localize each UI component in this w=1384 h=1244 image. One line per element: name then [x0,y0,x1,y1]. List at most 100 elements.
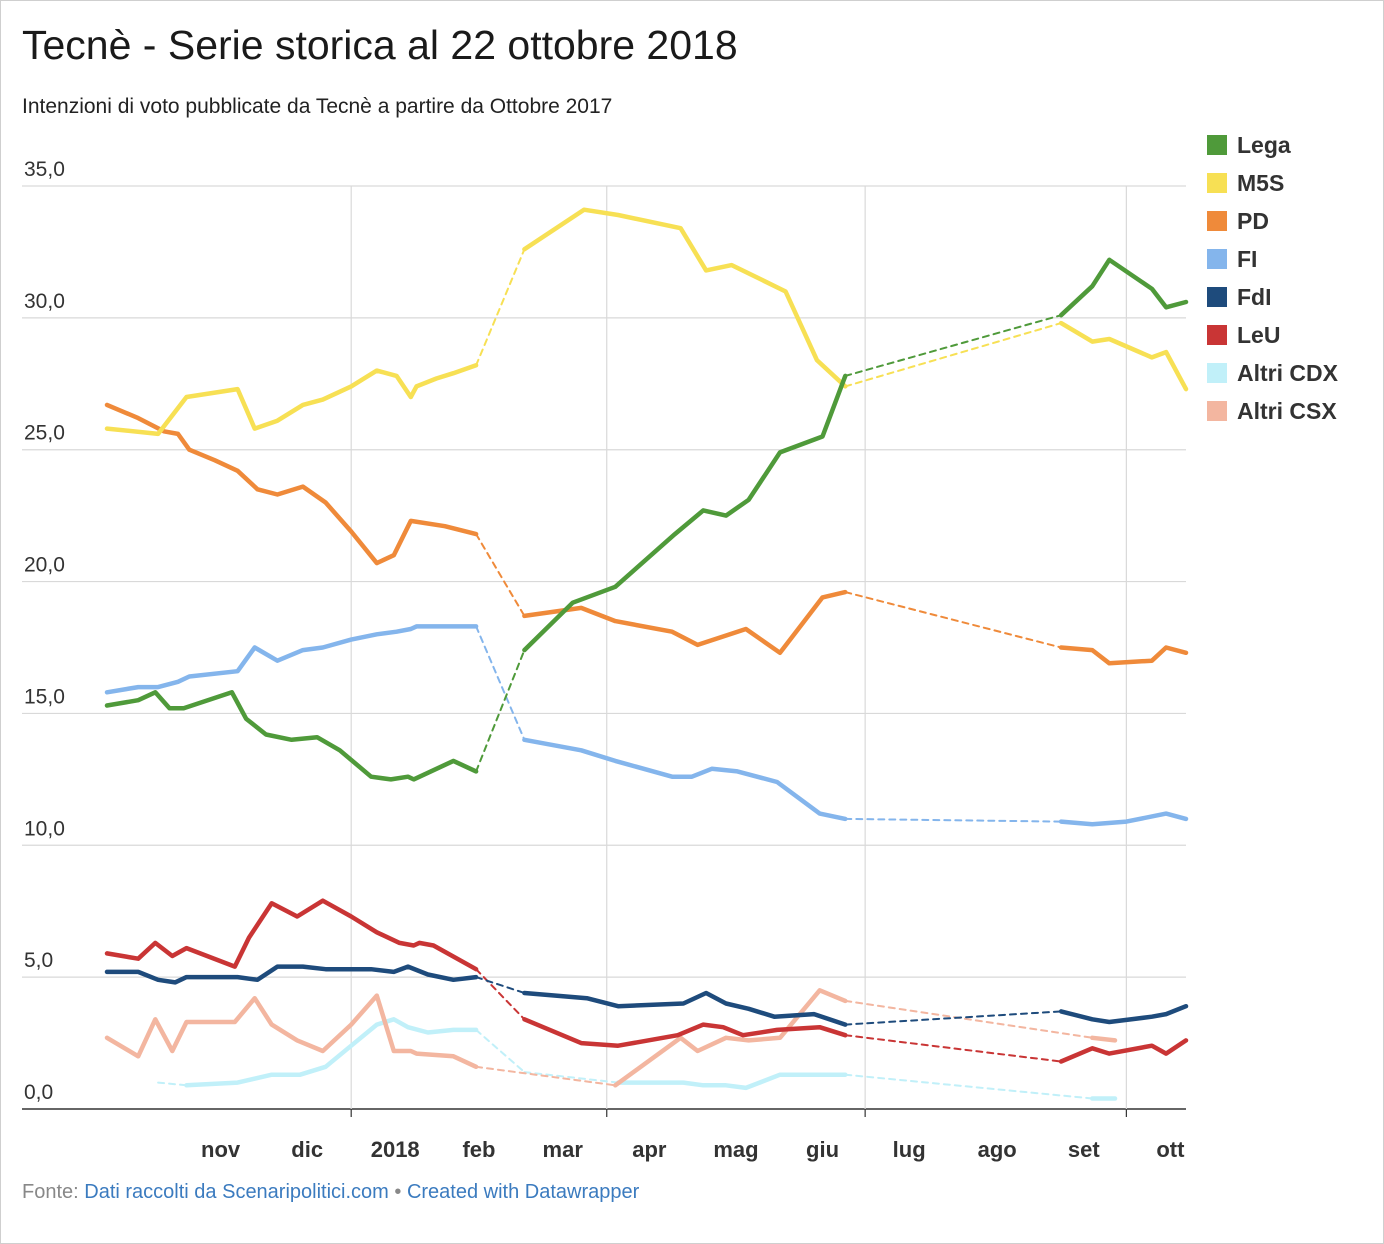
series-line-solid [104,690,479,782]
series-line-dashed [475,968,526,1021]
legend-item: Altri CDX [1207,354,1338,392]
x-axis-ticks: nov dic 2018 feb mar apr mag giu lug ago set ott [201,1137,1185,1162]
series-line-solid [522,207,848,389]
footer-prefix: Fonte: [22,1181,85,1203]
legend-label: LeU [1237,321,1281,348]
series-line-solid [1058,320,1189,392]
series-line-dashed [844,999,1094,1039]
series-line-solid [104,993,479,1070]
series-line-dashed [475,1065,617,1087]
series-lines [104,207,1189,1101]
series-fdi [104,964,1189,1027]
x-tick-label: apr [632,1137,667,1162]
series-line-solid [1058,811,1189,827]
chart-subtitle: Intenzioni di voto pubblicate da Tecnè a… [22,95,613,118]
y-tick-label: 30,0 [24,290,65,313]
legend-swatch [1207,173,1227,193]
series-line-dashed [475,649,526,773]
legend-item: FdI [1207,278,1338,316]
x-tick-label: 2018 [371,1137,420,1162]
legend-item: PD [1207,202,1338,240]
series-line-solid [613,988,848,1088]
series-line-solid [1090,1035,1118,1043]
series-line-dashed [844,1073,1094,1100]
series-line-solid [522,1017,848,1048]
x-tick-label: ago [978,1137,1017,1162]
legend-label: Altri CDX [1237,359,1338,386]
x-tick-label: ott [1156,1137,1185,1162]
series-line-solid [184,1017,479,1088]
legend-label: FI [1237,245,1258,272]
series-leu [104,898,1189,1064]
series-line-dashed [523,1071,620,1084]
legend-item: Altri CSX [1207,392,1338,430]
series-pd [104,402,1189,666]
legend-label: Altri CSX [1237,397,1337,424]
series-line-dashed [475,533,526,617]
y-tick-label: 0,0 [24,1081,53,1104]
series-line-solid [522,990,848,1027]
series-line-dashed [475,976,526,994]
legend: Lega M5S PD FI FdI LeU Altri CDX Altri CSX [1207,126,1338,430]
x-tick-label: mag [713,1137,758,1162]
series-line-dashed [844,817,1063,823]
y-tick-label: 25,0 [24,422,65,445]
series-line-solid [104,363,479,437]
series-line-dashed [844,1010,1063,1026]
series-altri-cdx [157,1017,1118,1101]
x-tick-label: mar [543,1137,584,1162]
y-tick-label: 35,0 [24,158,65,181]
legend-label: FdI [1237,283,1272,310]
series-line-dashed [844,322,1063,388]
datawrapper-link[interactable]: Created with Datawrapper [406,1181,640,1203]
x-tick-label: set [1068,1137,1100,1162]
series-m5s [104,207,1189,437]
series-line-dashed [475,1028,526,1074]
y-tick-label: 10,0 [24,817,65,840]
x-tick-label: giu [806,1137,839,1162]
x-tick-label: feb [462,1137,495,1162]
y-axis-ticks: 0,0 5,0 10,0 15,0 20,0 25,0 30,0 35,0 [24,158,65,1104]
legend-swatch [1207,287,1227,307]
series-line-solid [615,1072,848,1091]
series-line-solid [522,737,848,822]
series-line-solid [1058,645,1189,666]
series-line-solid [522,373,848,653]
series-fi [104,624,1189,827]
grid-lines [22,185,1186,1117]
chart-title: Tecnè - Serie storica al 22 ottobre 2018 [22,22,738,68]
legend-item: Lega [1207,126,1338,164]
series-line-solid [522,589,848,656]
series-line-solid [104,964,479,985]
legend-swatch [1207,401,1227,421]
series-line-solid [104,624,479,695]
series-line-dashed [844,591,1063,649]
series-line-dashed [844,314,1063,377]
source-link[interactable]: Dati raccolti da Scenaripolitici.com [84,1181,389,1203]
series-lega [104,257,1189,782]
legend-item: FI [1207,240,1338,278]
series-line-solid [1058,1003,1189,1025]
footer: Fonte: Dati raccolti da Scenaripolitici.… [22,1181,639,1204]
legend-item: LeU [1207,316,1338,354]
legend-item: M5S [1207,164,1338,202]
series-line-solid [1058,257,1189,318]
legend-swatch [1207,363,1227,383]
x-tick-label: nov [201,1137,241,1162]
series-line-solid [104,898,479,972]
legend-label: M5S [1237,169,1285,196]
legend-swatch [1207,135,1227,155]
series-line-dashed [475,248,526,367]
legend-label: PD [1237,207,1269,234]
footer-separator: • [388,1181,407,1203]
x-tick-label: lug [893,1137,926,1162]
legend-label: Lega [1237,131,1291,158]
x-tick-label: dic [291,1137,323,1162]
y-tick-label: 15,0 [24,685,65,708]
series-line-solid [104,402,479,566]
series-line-solid [1058,1038,1189,1064]
series-line-dashed [475,625,526,741]
y-tick-label: 5,0 [24,949,53,972]
series-line-dashed [157,1081,188,1087]
